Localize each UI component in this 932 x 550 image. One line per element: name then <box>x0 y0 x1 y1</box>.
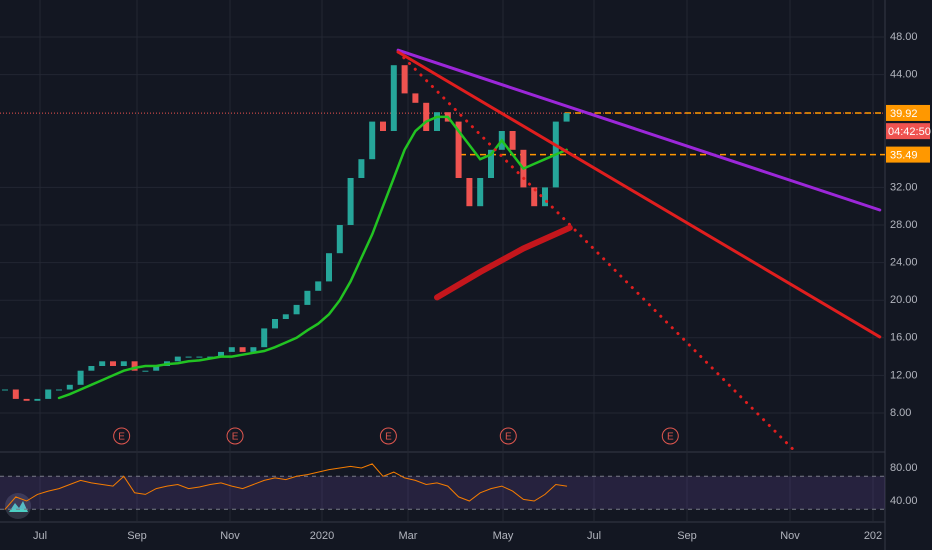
earnings-marker <box>661 427 679 445</box>
price-tag <box>886 104 930 121</box>
x-tick-label: May <box>493 530 514 542</box>
candle <box>380 121 386 131</box>
candle <box>304 290 311 305</box>
candle <box>347 178 354 225</box>
y-tick-label: 24.00 <box>890 257 918 269</box>
x-tick-label: 202 <box>864 530 882 542</box>
earnings-marker <box>379 427 397 445</box>
candle <box>563 113 570 122</box>
x-tick-label: Sep <box>677 530 697 542</box>
candle <box>412 93 419 103</box>
candle <box>477 178 484 207</box>
y-tick-label: 12.00 <box>890 369 918 381</box>
candle <box>369 121 376 160</box>
candle <box>261 328 268 348</box>
candle <box>56 389 62 391</box>
earnings-label: E <box>667 432 674 443</box>
candle <box>250 347 257 352</box>
candle <box>185 356 192 358</box>
candle <box>131 361 138 371</box>
trendline <box>434 224 573 301</box>
candle <box>218 351 224 357</box>
candle <box>99 361 106 366</box>
x-tick-label: Jul <box>33 530 47 542</box>
candle <box>509 131 516 150</box>
candle <box>2 389 8 391</box>
candle <box>207 356 214 358</box>
candle <box>174 356 181 362</box>
candle <box>423 102 430 131</box>
candle <box>434 112 440 131</box>
candle <box>455 121 462 178</box>
earnings-marker <box>226 427 244 445</box>
y-tick-label: 16.00 <box>890 332 918 344</box>
x-tick-label: Nov <box>780 530 800 542</box>
candle <box>45 389 52 399</box>
candle <box>34 398 41 401</box>
candle <box>142 370 149 372</box>
logo <box>5 493 31 519</box>
x-tick-label: Mar <box>399 530 418 542</box>
candle <box>239 347 246 352</box>
candle <box>315 281 322 291</box>
y-tick-label: 48.00 <box>890 31 918 43</box>
candle <box>358 159 365 178</box>
candle <box>12 389 19 399</box>
moving-average <box>57 115 568 400</box>
trendline <box>396 50 882 339</box>
y-tick-label: 20.00 <box>890 294 918 306</box>
candle <box>88 366 95 371</box>
rsi-band-fill <box>0 476 885 510</box>
y-tick-label: 28.00 <box>890 219 918 231</box>
earnings-marker <box>113 427 131 445</box>
candle <box>282 314 289 319</box>
rsi-line <box>4 463 568 510</box>
x-tick-label: Nov <box>220 530 240 542</box>
candle <box>110 361 116 366</box>
earnings-label: E <box>505 432 512 443</box>
candle <box>401 65 408 94</box>
earnings-label: E <box>385 432 392 443</box>
candle <box>228 347 235 352</box>
y-tick-label: 44.00 <box>890 69 918 81</box>
earnings-label: E <box>118 432 125 443</box>
price-tag <box>886 146 930 163</box>
x-tick-label: Sep <box>127 530 147 542</box>
x-tick-label: 2020 <box>310 530 334 542</box>
y-tick-label: 8.00 <box>890 407 911 419</box>
candle <box>531 187 538 207</box>
rsi-tick-label: 40.00 <box>890 495 918 507</box>
candle <box>272 319 278 329</box>
countdown-tag <box>886 123 930 140</box>
candle <box>326 253 332 282</box>
x-tick-label: Jul <box>587 530 601 542</box>
candle <box>120 361 127 366</box>
candle <box>488 149 494 178</box>
rsi-tick-label: 80.00 <box>890 462 918 474</box>
price-tag-label: 35.49 <box>890 150 918 162</box>
candle <box>196 356 203 358</box>
candle <box>390 65 397 131</box>
candle <box>153 366 160 371</box>
candle <box>293 304 300 315</box>
candle <box>466 178 473 207</box>
candle <box>66 384 73 390</box>
candle <box>542 187 548 207</box>
countdown-label: 04:42:50 <box>888 126 931 138</box>
candle <box>336 225 343 254</box>
candle <box>77 370 84 385</box>
trendline <box>396 48 882 212</box>
price-tag-label: 39.92 <box>890 108 918 120</box>
candle <box>23 398 30 401</box>
earnings-label: E <box>232 432 239 443</box>
earnings-marker <box>499 427 517 445</box>
y-tick-label: 32.00 <box>890 181 918 193</box>
